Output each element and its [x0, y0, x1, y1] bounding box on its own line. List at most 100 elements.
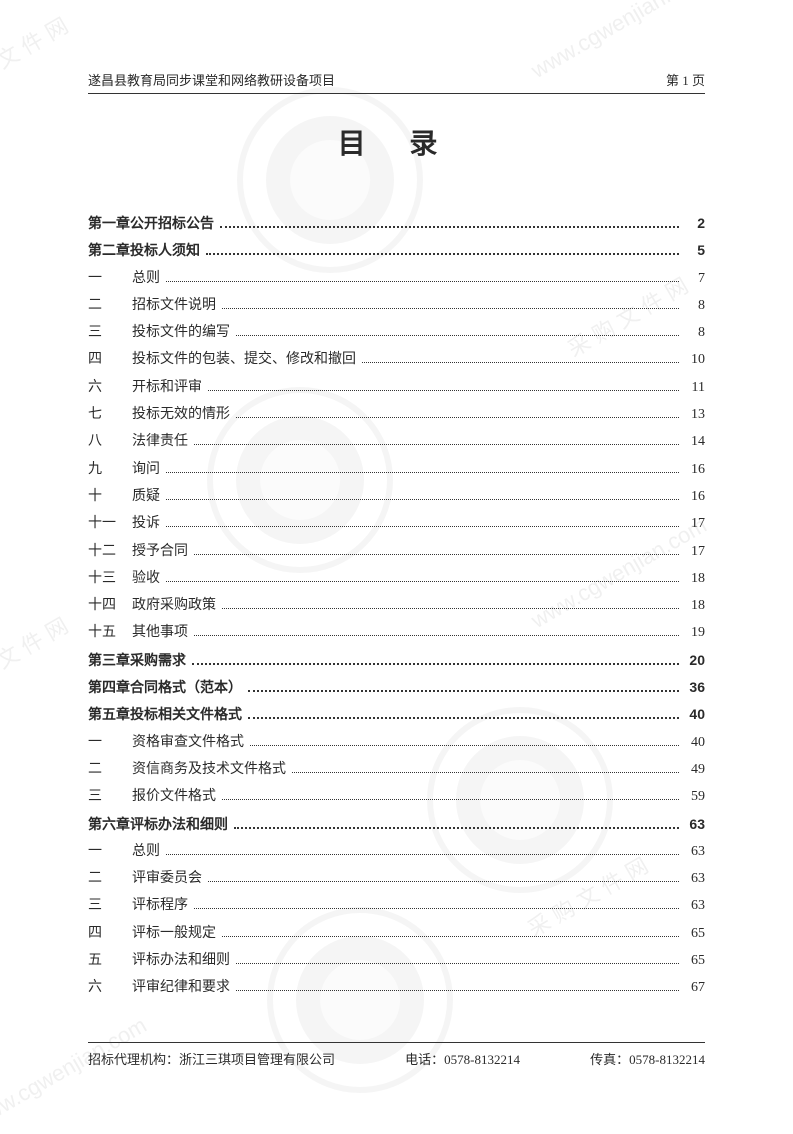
toc-entry-page: 7 [683, 265, 705, 292]
toc-leader-dots [236, 325, 679, 336]
toc-section-row: 二招标文件说明8 [88, 292, 705, 319]
toc-section-row: 四评标一般规定65 [88, 920, 705, 947]
toc-leader-dots [362, 352, 679, 363]
footer-phone: 电话：0578-8132214 [405, 1049, 520, 1068]
toc-entry-page: 49 [683, 756, 705, 783]
toc-section-row: 七投标无效的情形13 [88, 401, 705, 428]
toc-section-row: 三投标文件的编写8 [88, 319, 705, 346]
header-page-number: 第 1 页 [666, 70, 705, 89]
toc-entry-number: 一 [88, 265, 122, 292]
page-footer: 招标代理机构：浙江三琪项目管理有限公司 电话：0578-8132214 传真：0… [88, 1042, 705, 1068]
toc-entry-number: 第五章 [88, 701, 130, 728]
toc-leader-dots [166, 516, 679, 527]
toc-entry-number: 一 [88, 838, 122, 865]
toc-entry-page: 20 [683, 647, 705, 674]
toc-leader-dots [234, 817, 679, 828]
footer-fax: 传真：0578-8132214 [590, 1049, 705, 1068]
toc-entry-label: 验收 [122, 565, 162, 592]
toc-entry-label: 投标无效的情形 [122, 401, 232, 428]
toc-entry-page: 40 [683, 701, 705, 728]
footer-agency-name: 浙江三琪项目管理有限公司 [179, 1052, 335, 1067]
toc-entry-page: 17 [683, 538, 705, 565]
toc-entry-number: 五 [88, 947, 122, 974]
toc-entry-page: 10 [683, 346, 705, 373]
toc-leader-dots [222, 789, 679, 800]
toc-leader-dots [208, 871, 679, 882]
toc-entry-label: 评标一般规定 [122, 920, 218, 947]
toc-entry-number: 二 [88, 292, 122, 319]
toc-section-row: 三评标程序63 [88, 892, 705, 919]
toc-entry-label: 资格审查文件格式 [122, 729, 246, 756]
toc-entry-number: 六 [88, 374, 122, 401]
toc-entry-number: 二 [88, 865, 122, 892]
toc-entry-page: 19 [683, 619, 705, 646]
toc-entry-page: 65 [683, 947, 705, 974]
toc-leader-dots [292, 762, 679, 773]
toc-entry-label: 质疑 [122, 483, 162, 510]
toc-entry-label: 询问 [122, 456, 162, 483]
toc-leader-dots [220, 217, 679, 228]
toc-entry-label: 报价文件格式 [122, 783, 218, 810]
toc-entry-number: 十 [88, 483, 122, 510]
toc-entry-page: 36 [683, 674, 705, 701]
toc-entry-number: 八 [88, 428, 122, 455]
toc-entry-label: 政府采购政策 [122, 592, 218, 619]
toc-leader-dots [208, 380, 679, 391]
toc-entry-number: 第三章 [88, 647, 130, 674]
toc-entry-label: 评标办法和细则 [130, 811, 230, 838]
footer-agency-label: 招标代理机构： [88, 1052, 179, 1067]
toc-entry-page: 5 [683, 237, 705, 264]
toc-leader-dots [248, 681, 679, 692]
toc-leader-dots [222, 598, 679, 609]
toc-title: 目 录 [88, 122, 705, 162]
footer-fax-value: 0578-8132214 [629, 1052, 705, 1067]
toc-entry-page: 8 [683, 319, 705, 346]
toc-leader-dots [194, 434, 679, 445]
toc-entry-number: 十一 [88, 510, 122, 537]
toc-section-row: 一总则7 [88, 265, 705, 292]
toc-entry-page: 40 [683, 729, 705, 756]
toc-entry-label: 评审委员会 [122, 865, 204, 892]
toc-entry-number: 十三 [88, 565, 122, 592]
toc-entry-label: 采购需求 [130, 647, 188, 674]
toc-entry-label: 投标人须知 [130, 237, 202, 264]
page-header: 遂昌县教育局同步课堂和网络教研设备项目 第 1 页 [88, 70, 705, 94]
toc-entry-label: 投标相关文件格式 [130, 701, 244, 728]
toc-entry-label: 授予合同 [122, 538, 190, 565]
toc-leader-dots [194, 625, 679, 636]
toc-entry-page: 59 [683, 783, 705, 810]
toc-leader-dots [192, 654, 679, 665]
toc-entry-page: 18 [683, 592, 705, 619]
toc-entry-label: 招标文件说明 [122, 292, 218, 319]
toc-entry-label: 评标程序 [122, 892, 190, 919]
toc-section-row: 六开标和评审11 [88, 374, 705, 401]
toc-entry-label: 投诉 [122, 510, 162, 537]
toc-entry-label: 其他事项 [122, 619, 190, 646]
toc-leader-dots [222, 298, 679, 309]
toc-entry-label: 合同格式（范本） [130, 674, 244, 701]
toc-section-row: 十质疑16 [88, 483, 705, 510]
toc-section-row: 一总则63 [88, 838, 705, 865]
toc-entry-number: 一 [88, 729, 122, 756]
toc-entry-page: 13 [683, 401, 705, 428]
toc-entry-label: 总则 [122, 838, 162, 865]
document-page: 遂昌县教育局同步课堂和网络教研设备项目 第 1 页 目 录 第一章公开招标公告2… [0, 0, 793, 1122]
toc-entry-label: 开标和评审 [122, 374, 204, 401]
toc-entry-label: 投标文件的编写 [122, 319, 232, 346]
toc-entry-number: 四 [88, 920, 122, 947]
toc-entry-number: 四 [88, 346, 122, 373]
toc-entry-number: 九 [88, 456, 122, 483]
toc-leader-dots [250, 734, 679, 745]
toc-entry-page: 17 [683, 510, 705, 537]
footer-phone-value: 0578-8132214 [444, 1052, 520, 1067]
header-project-name: 遂昌县教育局同步课堂和网络教研设备项目 [88, 70, 335, 89]
toc-section-row: 九询问16 [88, 456, 705, 483]
toc-entry-label: 评标办法和细则 [122, 947, 232, 974]
toc-section-row: 六评审纪律和要求67 [88, 974, 705, 1001]
toc-section-row: 三报价文件格式59 [88, 783, 705, 810]
toc-leader-dots [194, 898, 679, 909]
toc-entry-page: 14 [683, 428, 705, 455]
toc-entry-page: 63 [683, 892, 705, 919]
toc-entry-label: 资信商务及技术文件格式 [122, 756, 288, 783]
toc-entry-number: 第一章 [88, 210, 130, 237]
